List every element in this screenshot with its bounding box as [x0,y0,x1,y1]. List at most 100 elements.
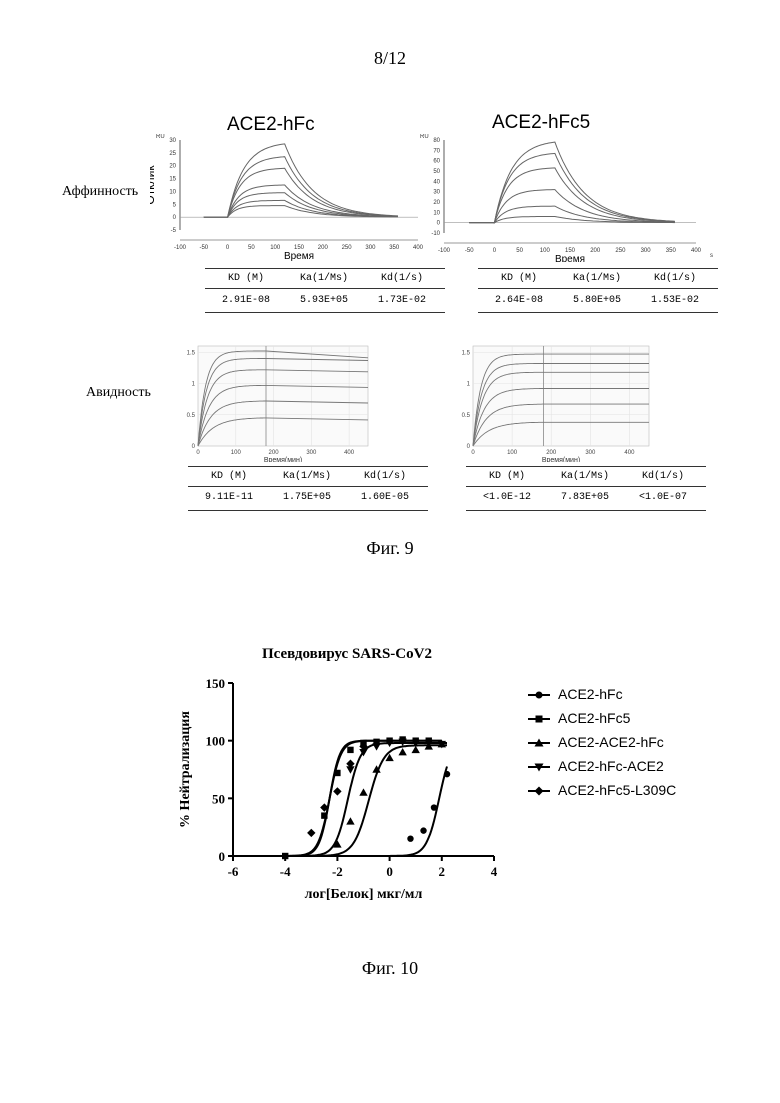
x-tick-label: 4 [491,864,498,879]
x-tick-label: 200 [318,245,329,251]
table-cell: 1.75E+05 [268,492,346,503]
x-tick-label: 250 [615,248,626,254]
x-tick-label: 100 [507,450,518,456]
x-tick-label: 250 [342,245,353,251]
x-tick-label: -2 [332,864,343,879]
y-tick-label: 0 [437,221,441,227]
x-tick-label: 200 [546,450,557,456]
table-cell: 1.53E-02 [636,295,714,306]
table-header: Kd(1/s) [624,471,702,482]
x-axis-label: лог[Белок] мкг/мл [305,887,423,902]
y-tick-label: 40 [433,179,440,185]
x-tick-label: 0 [471,450,475,456]
x-tick-label: -50 [465,248,474,254]
y-tick-label: 0 [173,215,177,221]
x-unit-label: s [710,253,713,259]
y-tick-label: 1.5 [462,350,471,356]
avidity-sensorgram-2: 1.5 1 0.5 00 100 200 300 400 Время(мин) [455,340,655,462]
x-tick-label: 400 [624,450,635,456]
x-tick-label: 100 [540,248,551,254]
data-point [444,771,450,777]
affinity-kinetics-table-2: KD (M) Ka(1/Ms) Kd(1/s) 2.64E-08 5.80E+0… [478,268,718,314]
y-tick-label: 20 [433,200,440,206]
neutralization-chart: 050100150-6-4-2024лог[Белок] мкг/мл% Ней… [165,672,515,907]
fig9-caption: Фиг. 9 [0,538,780,559]
y-tick-label: 150 [206,676,226,691]
y-tick-label: 20 [169,164,176,170]
y-tick-label: 50 [433,169,440,175]
x-axis-label: Время [284,251,314,262]
x-tick-label: 300 [306,450,317,456]
y-unit-label: RU [156,134,165,140]
x-tick-label: 0 [386,864,393,879]
legend-label: ACE2-hFc-ACE2 [558,758,664,774]
affinity-plot-1: RUs302520151050-5-100-500501001502002503… [150,134,432,262]
page-number: 8/12 [0,48,780,69]
table-cell: 1.73E-02 [363,295,441,306]
legend-label: ACE2-hFc [558,686,623,702]
x-tick-label: 50 [516,248,523,254]
data-point [347,747,353,753]
affinity-sensorgram-ace2-hfc: RUs302520151050-5-100-500501001502002503… [150,134,432,262]
table-cell: 1.60E-05 [346,492,424,503]
table-cell: 5.93E+05 [285,295,363,306]
table-header: Ka(1/Ms) [558,273,636,284]
fig10-legend: ACE2-hFc ACE2-hFc5 ACE2-ACE2-hFc ACE2-hF… [525,684,765,814]
legend-label: ACE2-hFc5-L309C [558,782,676,798]
x-tick-label: -4 [280,864,291,879]
table-header: Kd(1/s) [346,471,424,482]
sensorgram-curve [469,190,675,223]
x-axis-label: Время [555,254,585,262]
table-header: KD (M) [207,273,285,284]
data-point [346,817,354,824]
legend-label: ACE2-hFc5 [558,710,630,726]
fit-curve [285,743,447,856]
y-tick-label: 0.5 [462,413,471,419]
x-tick-label: 300 [585,450,596,456]
avidity-plot-1: 1.510.500100200300400Время(мин) [180,340,375,462]
table-cell: 9.11E-11 [190,492,268,503]
legend-label: ACE2-ACE2-hFc [558,734,664,750]
x-tick-label: -6 [228,864,239,879]
x-tick-label: 300 [641,248,652,254]
table-cell: 2.64E-08 [480,295,558,306]
fit-curve [285,741,442,856]
data-point [398,748,406,755]
x-tick-label: 0 [493,248,497,254]
x-tick-label: 400 [344,450,355,456]
affinity-panel-1-title: ACE2-hFc [227,114,315,136]
table-cell: <1.0E-12 [468,492,546,503]
affinity-kinetics-table-1: KD (M) Ka(1/Ms) Kd(1/s) 2.91E-08 5.93E+0… [205,268,445,314]
x-tick-label: -50 [199,245,208,251]
y-tick-label: 0 [219,849,226,864]
y-tick-label: 0.5 [187,413,196,419]
y-axis-label: Отклик [150,165,157,205]
avidity-kinetics-table-1: KD (M) Ka(1/Ms) Kd(1/s) 9.11E-11 1.75E+0… [188,466,428,512]
x-tick-label: 0 [196,450,200,456]
y-tick-label: -10 [431,231,440,237]
sensorgram-curve [469,168,675,223]
y-unit-label: RU [420,134,429,140]
table-header: Ka(1/Ms) [268,471,346,482]
x-tick-label: 200 [269,450,280,456]
y-tick-label: 70 [433,148,440,154]
x-tick-label: 350 [666,248,677,254]
plot-frame [198,346,368,446]
y-axis-label: Отклик [420,166,421,206]
affinity-plot-2: RUs80706050403020100-10-100-500501001502… [420,134,720,262]
y-tick-label: 0 [467,444,471,450]
avidity-row-label: Авидность [86,385,151,401]
y-tick-label: 10 [169,189,176,195]
x-tick-label: 50 [248,245,255,251]
fit-curve [285,741,442,856]
data-point [407,836,413,842]
y-tick-label: 1.5 [187,350,196,356]
y-tick-label: 1 [467,382,471,388]
data-point [431,804,437,810]
x-axis-label: Время(мин) [542,457,580,462]
table-cell: 5.80E+05 [558,295,636,306]
legend-markers [525,684,555,814]
data-point [333,787,341,795]
legend-marker [536,692,543,699]
affinity-panel-2-title: ACE2-hFc5 [492,112,590,134]
